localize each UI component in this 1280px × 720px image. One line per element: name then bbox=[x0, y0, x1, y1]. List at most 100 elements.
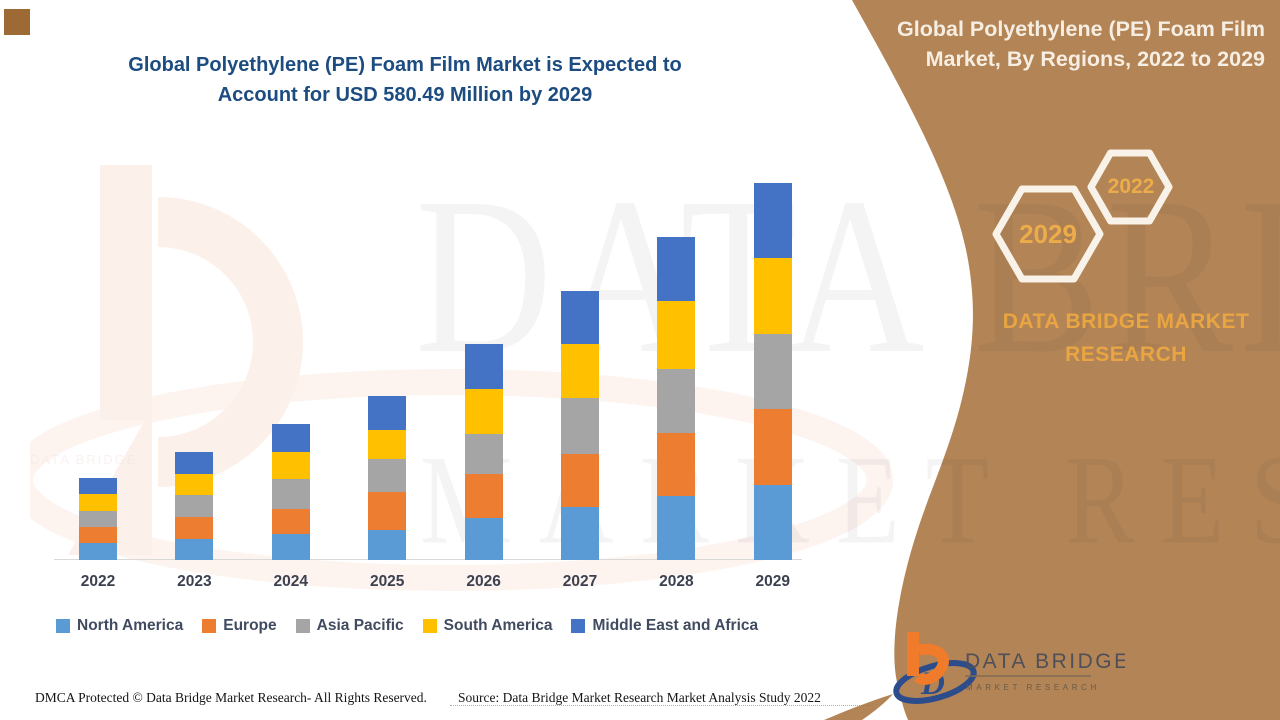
sidebar-title-line2: Market, By Regions, 2022 to 2029 bbox=[925, 47, 1265, 71]
x-axis-label-2028: 2028 bbox=[659, 573, 694, 590]
bar-segment-2022-asia-pacific bbox=[79, 511, 117, 527]
bar-segment-2028-middle-east-and-africa bbox=[657, 237, 696, 302]
bar-segment-2029-middle-east-and-africa bbox=[753, 182, 792, 259]
sidebar-panel-bottom-wedge bbox=[824, 694, 893, 720]
bar-segment-2027-asia-pacific bbox=[561, 397, 599, 454]
footer-source-text: Source: Data Bridge Market Research Mark… bbox=[458, 690, 821, 705]
bar-segment-2028-south-america bbox=[657, 301, 696, 369]
bar-2022 bbox=[79, 478, 117, 560]
bar-segment-2024-asia-pacific bbox=[271, 479, 310, 510]
logo-name-text: DATA BRIDGE bbox=[965, 650, 1125, 673]
bar-2028 bbox=[657, 237, 696, 560]
sidebar-title-line1: Global Polyethylene (PE) Foam Film bbox=[897, 17, 1265, 41]
logo-b-stem-icon bbox=[907, 632, 919, 676]
sidebar-title: Global Polyethylene (PE) Foam Film Marke… bbox=[865, 14, 1265, 74]
hexagon-2022 bbox=[1087, 149, 1173, 225]
bar-segment-2025-south-america bbox=[368, 430, 407, 459]
plot-area: 2022 2023 2024 2025 2026 2027 2028 2029 bbox=[79, 182, 792, 590]
logo-swoosh-icon bbox=[893, 660, 977, 704]
chart-legend: North America Europe Asia Pacific South Ame… bbox=[56, 617, 758, 635]
x-axis-label-2025: 2025 bbox=[369, 573, 405, 590]
legend-item-north-america: North America bbox=[56, 617, 183, 635]
sidebar-panel-shape bbox=[852, 0, 1280, 720]
bar-segment-2025-north-america bbox=[368, 529, 407, 560]
corner-accent-square bbox=[4, 9, 30, 35]
bar-segment-2026-north-america bbox=[464, 517, 503, 560]
footer-dmca-text: DMCA Protected © Data Bridge Market Rese… bbox=[35, 690, 427, 705]
watermark-b-bowl bbox=[157, 197, 303, 487]
x-axis-label-2027: 2027 bbox=[562, 573, 598, 590]
hexagon-2029 bbox=[992, 185, 1104, 283]
legend-swatch-icon bbox=[56, 619, 70, 633]
bar-segment-2027-south-america bbox=[561, 344, 599, 398]
bar-segment-2029-europe bbox=[753, 409, 792, 485]
bar-segment-2029-north-america bbox=[753, 484, 792, 560]
bar-segment-2025-asia-pacific bbox=[368, 458, 407, 492]
legend-swatch-icon bbox=[571, 619, 586, 633]
x-axis-line bbox=[54, 559, 802, 560]
bar-segment-2024-north-america bbox=[271, 534, 310, 560]
bar-segment-2023-middle-east-and-africa bbox=[175, 452, 214, 474]
hexagon-year-2022: 2022 bbox=[1107, 175, 1155, 198]
brand-text-line2: RESEARCH bbox=[1065, 343, 1187, 366]
legend-swatch-icon bbox=[295, 619, 310, 633]
bar-segment-2026-south-america bbox=[464, 388, 503, 435]
bar-2023 bbox=[175, 452, 214, 560]
x-axis-label-2024: 2024 bbox=[273, 573, 309, 590]
logo-subtext: MARKET RESEARCH bbox=[966, 683, 1100, 692]
bar-segment-2022-europe bbox=[79, 526, 117, 544]
page-title-line2: Account for USD 580.49 Million by 2029 bbox=[217, 84, 593, 106]
page-title: Global Polyethylene (PE) Foam Film Marke… bbox=[55, 50, 755, 110]
bar-segment-2028-north-america bbox=[657, 496, 696, 560]
bar-segment-2026-asia-pacific bbox=[464, 434, 503, 475]
legend-item-asia-pacific: Asia Pacific bbox=[295, 617, 404, 635]
legend-label: Middle East and Africa bbox=[592, 617, 759, 634]
legend-label: South America bbox=[443, 617, 553, 634]
legend-item-europe: Europe bbox=[202, 617, 277, 635]
legend-item-south-america: South America bbox=[422, 617, 553, 635]
bar-2027 bbox=[561, 291, 599, 560]
watermark-mini-red-text: DATA BRIDGE bbox=[30, 452, 137, 467]
bar-segment-2022-north-america bbox=[79, 543, 117, 560]
legend-item-middle-east-and-africa: Middle East and Africa bbox=[571, 617, 758, 635]
bar-2024 bbox=[271, 424, 310, 560]
bar-segment-2023-asia-pacific bbox=[175, 495, 214, 518]
legend-label: Asia Pacific bbox=[316, 617, 404, 634]
bar-segment-2026-europe bbox=[464, 474, 503, 518]
bar-segment-2027-north-america bbox=[561, 507, 599, 560]
x-axis-label-2026: 2026 bbox=[466, 573, 501, 590]
databridge-logo: D DATA BRIDGE MARKET RESEARCH bbox=[893, 632, 1125, 704]
legend-swatch-icon bbox=[422, 619, 437, 633]
hexagon-badges bbox=[992, 149, 1173, 283]
bar-segment-2029-south-america bbox=[753, 258, 792, 334]
bar-segment-2024-south-america bbox=[271, 451, 310, 480]
bar-segment-2025-europe bbox=[368, 491, 407, 530]
legend-label: Europe bbox=[223, 617, 277, 634]
x-axis-label-2022: 2022 bbox=[80, 573, 116, 590]
bar-2029 bbox=[753, 182, 792, 560]
databridge-logo-watermark: DATA BRIDGE bbox=[30, 165, 893, 591]
bar-segment-2022-south-america bbox=[79, 494, 117, 512]
footer-source-underline bbox=[450, 705, 870, 706]
bar-segment-2023-south-america bbox=[175, 473, 214, 496]
bar-segment-2028-europe bbox=[657, 432, 696, 497]
bar-segment-2027-europe bbox=[561, 453, 599, 508]
brand-text-line1: DATA BRIDGE MARKET bbox=[1002, 310, 1250, 333]
bar-segment-2028-asia-pacific bbox=[657, 368, 696, 433]
legend-label: North America bbox=[77, 617, 184, 634]
watermark-b-stem bbox=[100, 165, 152, 420]
bar-segment-2022-middle-east-and-africa bbox=[79, 478, 117, 495]
watermark-swoosh-ellipse bbox=[30, 369, 893, 591]
x-axis-label-2029: 2029 bbox=[755, 573, 791, 590]
legend-swatch-icon bbox=[202, 619, 217, 633]
bar-segment-2026-middle-east-and-africa bbox=[464, 343, 503, 389]
hexagon-year-2029: 2029 bbox=[1019, 219, 1077, 249]
bar-segment-2025-middle-east-and-africa bbox=[368, 395, 407, 431]
bar-segment-2023-europe bbox=[175, 517, 214, 539]
bar-segment-2024-europe bbox=[271, 509, 310, 534]
logo-b-bowl-icon bbox=[914, 643, 949, 685]
bar-segment-2029-asia-pacific bbox=[753, 333, 792, 410]
bar-segment-2023-north-america bbox=[175, 538, 214, 560]
bar-2026 bbox=[464, 343, 503, 560]
